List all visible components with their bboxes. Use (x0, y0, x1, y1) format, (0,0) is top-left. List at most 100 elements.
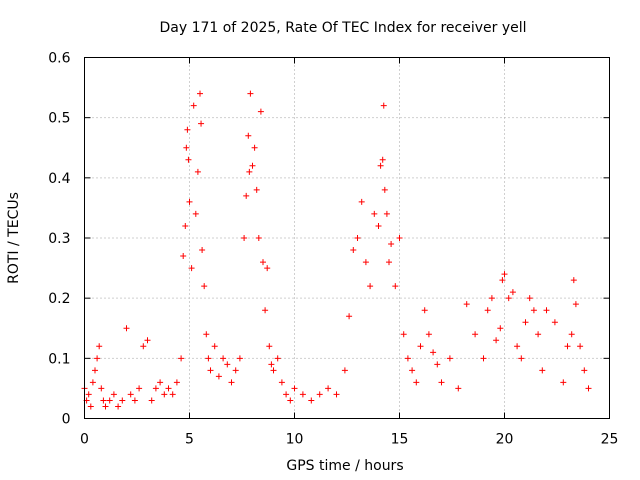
data-point (157, 379, 164, 386)
data-point (186, 198, 193, 205)
x-tick-labels: 0 5 10 15 20 25 (80, 432, 618, 448)
data-point (249, 162, 256, 169)
data-point (260, 259, 266, 266)
data-point (425, 331, 432, 338)
data-point (577, 343, 584, 350)
data-point (463, 301, 470, 308)
data-point (560, 379, 567, 386)
data-point (205, 355, 212, 362)
data-point (190, 102, 197, 109)
data-point (253, 186, 260, 193)
data-point (274, 355, 281, 362)
data-point (346, 313, 353, 320)
data-point (377, 162, 384, 169)
data-point (354, 235, 361, 241)
data-point (183, 144, 190, 151)
data-point (551, 319, 558, 326)
data-point (270, 367, 277, 374)
data-point (375, 222, 382, 229)
data-point (115, 403, 122, 410)
data-point (325, 385, 332, 392)
data-point (161, 391, 168, 398)
data-point (241, 235, 248, 241)
data-point (564, 343, 571, 350)
x-tick-label: 20 (496, 432, 514, 448)
plot-frame (84, 57, 610, 419)
data-point (501, 271, 508, 278)
y-tick-label: 0 (62, 412, 71, 428)
data-point (257, 108, 264, 115)
data-point (568, 331, 575, 338)
data-point (201, 283, 208, 290)
x-tick-label: 15 (391, 432, 409, 448)
data-point (197, 90, 203, 97)
data-point (380, 102, 387, 109)
data-point (246, 168, 253, 175)
data-point (98, 385, 105, 392)
data-point (530, 307, 537, 314)
data-point (400, 331, 407, 338)
data-point (207, 367, 214, 374)
data-point (148, 397, 155, 404)
axis-ticks (84, 57, 610, 419)
data-point (110, 391, 117, 398)
data-point (236, 355, 243, 362)
data-point (434, 361, 441, 368)
data-point (165, 385, 172, 392)
data-point (198, 120, 205, 127)
data-point (96, 343, 103, 350)
data-point (180, 253, 187, 260)
data-point (472, 331, 479, 338)
y-tick-label: 0.5 (48, 111, 70, 127)
data-point (264, 265, 271, 272)
data-point (184, 126, 191, 133)
data-point (152, 385, 159, 392)
data-point (199, 247, 206, 254)
data-point (266, 343, 273, 350)
data-point (123, 325, 130, 332)
data-point (136, 385, 143, 392)
data-point (455, 385, 462, 392)
data-point (287, 397, 294, 404)
data-point (413, 379, 420, 386)
x-tick-label: 10 (286, 432, 304, 448)
data-point (283, 391, 290, 398)
data-point (140, 343, 147, 350)
x-axis-label: GPS time / hours (286, 458, 403, 474)
data-point (243, 192, 250, 199)
data-point (102, 403, 109, 410)
data-point (255, 235, 262, 241)
data-point (178, 355, 185, 362)
data-point (379, 156, 386, 163)
data-point (203, 331, 210, 338)
data-point (173, 379, 180, 386)
data-point (409, 367, 416, 374)
data-point (493, 337, 500, 344)
data-point (85, 391, 92, 398)
data-point (224, 361, 231, 368)
data-point (87, 403, 94, 410)
data-point (396, 235, 403, 241)
data-point (381, 186, 388, 193)
y-tick-label: 0.2 (48, 291, 70, 307)
data-point (570, 277, 577, 284)
x-tick-label: 25 (601, 432, 619, 448)
grid-lines (84, 57, 610, 419)
data-point (350, 247, 357, 254)
data-point (194, 168, 201, 175)
data-point (144, 337, 151, 344)
data-point (497, 325, 504, 332)
data-point (522, 319, 529, 326)
data-point (106, 397, 113, 404)
data-point (251, 144, 258, 151)
data-point (438, 379, 445, 386)
y-tick-label: 0.3 (48, 231, 70, 247)
data-point (488, 295, 495, 302)
data-point (539, 367, 546, 374)
data-point (585, 385, 592, 392)
data-point (543, 307, 550, 314)
data-point (299, 391, 306, 398)
data-point (211, 343, 218, 350)
data-point (446, 355, 453, 362)
data-point (188, 265, 195, 272)
